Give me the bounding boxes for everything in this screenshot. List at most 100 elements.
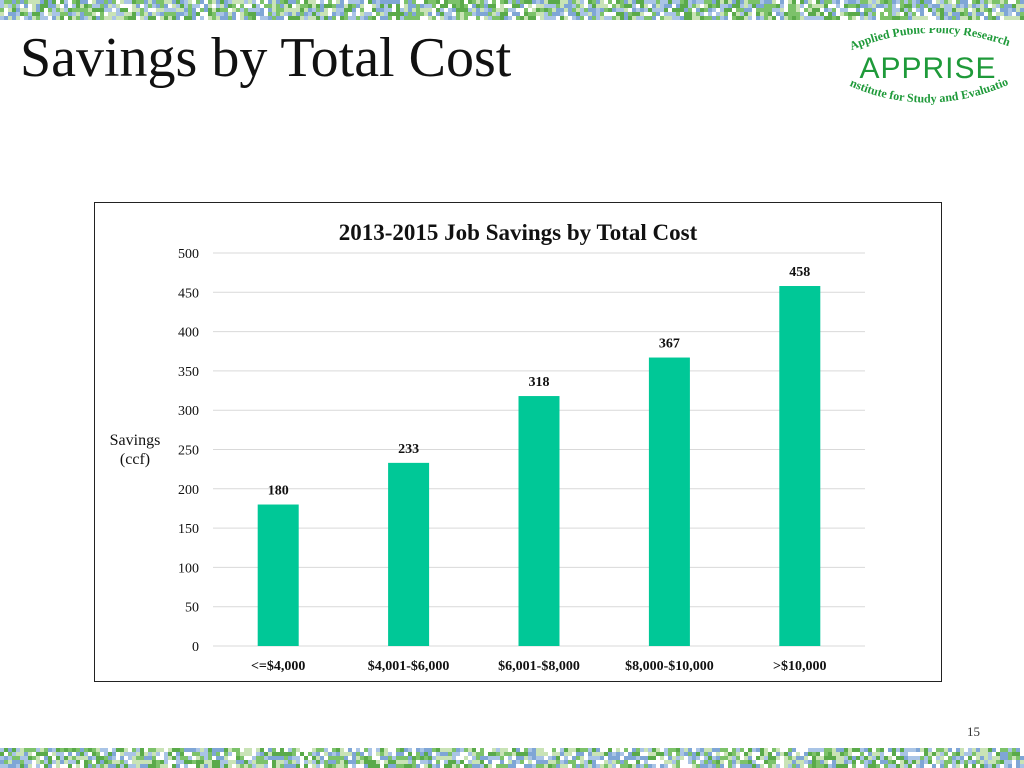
- band-tile: [732, 0, 736, 4]
- band-tile: [984, 4, 988, 8]
- band-tile: [172, 16, 176, 20]
- band-tile: [372, 756, 376, 760]
- band-tile: [348, 16, 352, 20]
- band-tile: [728, 12, 732, 16]
- band-tile: [256, 752, 260, 756]
- band-tile: [0, 8, 4, 12]
- band-tile: [652, 756, 656, 760]
- band-tile: [528, 756, 532, 760]
- band-tile: [652, 12, 656, 16]
- band-tile: [236, 756, 240, 760]
- band-tile: [648, 0, 652, 4]
- band-tile: [76, 4, 80, 8]
- band-tile: [340, 752, 344, 756]
- band-tile: [272, 764, 276, 768]
- band-tile: [504, 4, 508, 8]
- band-tile: [104, 16, 108, 20]
- band-tile: [140, 16, 144, 20]
- band-tile: [756, 748, 760, 752]
- band-tile: [344, 752, 348, 756]
- band-tile: [784, 0, 788, 4]
- band-tile: [772, 760, 776, 764]
- band-tile: [144, 8, 148, 12]
- band-tile: [1012, 764, 1016, 768]
- band-tile: [760, 760, 764, 764]
- band-tile: [536, 756, 540, 760]
- band-tile: [948, 4, 952, 8]
- band-tile: [616, 0, 620, 4]
- band-tile: [756, 764, 760, 768]
- band-tile: [496, 8, 500, 12]
- band-tile: [880, 4, 884, 8]
- band-tile: [324, 12, 328, 16]
- band-tile: [0, 0, 4, 4]
- band-tile: [736, 764, 740, 768]
- band-tile: [280, 8, 284, 12]
- band-pattern: [0, 0, 1024, 20]
- band-tile: [520, 16, 524, 20]
- band-tile: [176, 12, 180, 16]
- band-tile: [776, 16, 780, 20]
- band-tile: [548, 0, 552, 4]
- band-tile: [492, 8, 496, 12]
- band-tile: [792, 0, 796, 4]
- band-tile: [992, 748, 996, 752]
- band-tile: [520, 764, 524, 768]
- band-tile: [160, 12, 164, 16]
- band-tile: [420, 0, 424, 4]
- band-tile: [468, 760, 472, 764]
- band-tile: [716, 16, 720, 20]
- band-tile: [648, 748, 652, 752]
- band-tile: [836, 16, 840, 20]
- band-tile: [220, 764, 224, 768]
- band-tile: [620, 4, 624, 8]
- band-tile: [460, 756, 464, 760]
- band-tile: [0, 748, 4, 752]
- band-tile: [420, 764, 424, 768]
- band-tile: [724, 752, 728, 756]
- band-tile: [24, 0, 28, 4]
- band-tile: [272, 0, 276, 4]
- band-tile: [916, 752, 920, 756]
- band-tile: [76, 760, 80, 764]
- band-tile: [768, 12, 772, 16]
- band-tile: [484, 12, 488, 16]
- band-tile: [748, 760, 752, 764]
- band-tile: [512, 764, 516, 768]
- band-tile: [768, 752, 772, 756]
- band-tile: [808, 748, 812, 752]
- band-tile: [632, 748, 636, 752]
- band-tile: [560, 756, 564, 760]
- band-tile: [616, 4, 620, 8]
- band-tile: [448, 748, 452, 752]
- band-tile: [580, 756, 584, 760]
- band-tile: [564, 12, 568, 16]
- band-tile: [696, 764, 700, 768]
- band-tile: [428, 0, 432, 4]
- band-tile: [572, 16, 576, 20]
- band-tile: [108, 8, 112, 12]
- band-tile: [564, 16, 568, 20]
- band-tile: [1016, 4, 1020, 8]
- band-tile: [156, 0, 160, 4]
- band-tile: [660, 756, 664, 760]
- band-tile: [576, 752, 580, 756]
- band-tile: [772, 8, 776, 12]
- band-tile: [100, 8, 104, 12]
- band-tile: [800, 8, 804, 12]
- band-tile: [548, 16, 552, 20]
- band-tile: [48, 4, 52, 8]
- band-tile: [276, 16, 280, 20]
- band-tile: [876, 760, 880, 764]
- band-tile: [552, 748, 556, 752]
- band-tile: [428, 16, 432, 20]
- band-tile: [832, 16, 836, 20]
- band-tile: [148, 752, 152, 756]
- band-tile: [680, 12, 684, 16]
- band-tile: [780, 8, 784, 12]
- band-tile: [556, 0, 560, 4]
- band-tile: [516, 764, 520, 768]
- band-tile: [684, 760, 688, 764]
- band-tile: [312, 12, 316, 16]
- band-tile: [856, 8, 860, 12]
